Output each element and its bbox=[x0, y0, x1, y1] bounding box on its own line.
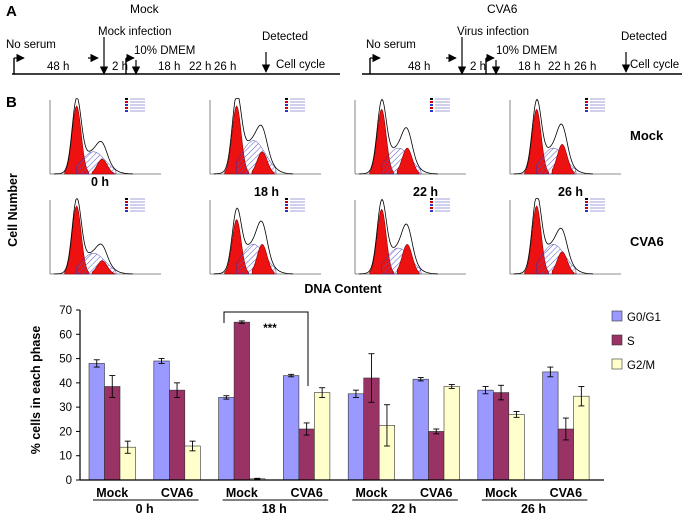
legend: G0/G1 S G2/M bbox=[611, 310, 661, 372]
y-tick-label: 50 bbox=[59, 354, 72, 366]
x-hour-label: 22 h bbox=[391, 502, 416, 516]
cva6-time-18h: 18 h bbox=[518, 61, 540, 73]
y-tick-label: 60 bbox=[59, 329, 72, 341]
bar-chart: % cells in each phase 0 10 20 30 40 50 60 70 Mo… bbox=[29, 305, 661, 516]
legend-swatch bbox=[611, 334, 623, 346]
bar-g2-m bbox=[573, 395, 590, 481]
cva6-no-serum: No serum bbox=[366, 39, 416, 51]
x-hour-label: 26 h bbox=[521, 502, 546, 516]
mock-time-26h: 26 h bbox=[214, 61, 236, 73]
cva6-title: CVA6 bbox=[487, 2, 518, 16]
cva6-time-26h: 26 h bbox=[574, 61, 596, 73]
bar-g0-g1 bbox=[347, 393, 365, 481]
mock-timeline: Mock No serum Mock infection 48 h 10% DM… bbox=[6, 2, 340, 75]
y-tick-label: 70 bbox=[59, 305, 72, 317]
bar-s bbox=[492, 392, 510, 481]
mock-dmem-label: 10% DMEM bbox=[134, 45, 195, 57]
mock-title: Mock bbox=[130, 2, 160, 16]
bar-s bbox=[428, 431, 445, 481]
bar-g0-g1 bbox=[218, 397, 235, 481]
cva6-time-22h: 22 h bbox=[548, 61, 570, 73]
mock-infection-label: Mock infection bbox=[98, 26, 172, 38]
bar-s bbox=[298, 428, 315, 481]
x-group-label: CVA6 bbox=[420, 486, 452, 500]
x-hour-label: 0 h bbox=[136, 502, 154, 516]
bar-g2-m bbox=[314, 392, 331, 481]
histogram-panel bbox=[509, 198, 621, 275]
mock-time-2h: 2 h bbox=[112, 61, 128, 73]
y-tick-label: 0 bbox=[66, 475, 72, 487]
legend-label: S bbox=[627, 336, 635, 348]
bar-g0-g1 bbox=[153, 360, 170, 481]
mock-detected-label: Detected bbox=[262, 31, 308, 43]
dna-content-label: DNA Content bbox=[304, 282, 382, 296]
mock-time-22h: 22 h bbox=[189, 61, 211, 73]
mock-time-18h: 18 h bbox=[158, 61, 180, 73]
bar-series bbox=[88, 320, 590, 481]
bar-y-axis-label: % cells in each phase bbox=[29, 326, 43, 455]
flow-histograms bbox=[49, 98, 621, 275]
legend-swatch bbox=[611, 358, 623, 370]
histogram-panel bbox=[354, 98, 466, 175]
histogram-panel bbox=[49, 98, 161, 175]
bar-s bbox=[233, 321, 250, 481]
panel-a-label: A bbox=[6, 3, 17, 20]
significance-bracket bbox=[223, 311, 309, 386]
significance-marker: *** bbox=[263, 323, 277, 335]
mock-cell-cycle-label: Cell cycle bbox=[276, 59, 325, 71]
row-label-mock: Mock bbox=[630, 128, 664, 143]
histogram-panel bbox=[354, 198, 466, 275]
histogram-panel bbox=[49, 197, 161, 275]
panel-b-label: B bbox=[6, 94, 17, 111]
x-group-label: Mock bbox=[226, 486, 258, 500]
row-label-cva6: CVA6 bbox=[630, 234, 664, 249]
histogram-panel bbox=[209, 98, 321, 175]
hist-time-18h: 18 h bbox=[254, 185, 279, 199]
x-hour-label: 18 h bbox=[262, 502, 287, 516]
x-group-label: CVA6 bbox=[550, 486, 582, 500]
cva6-cell-cycle-label: Cell cycle bbox=[630, 59, 679, 71]
cell-number-label: Cell Number bbox=[6, 173, 20, 247]
bar-g0-g1 bbox=[283, 375, 300, 481]
cva6-dmem-label: 10% DMEM bbox=[496, 45, 557, 57]
x-group-label: Mock bbox=[355, 486, 387, 500]
cva6-timeline: CVA6 No serum Virus infection 48 h 10% D… bbox=[362, 2, 682, 75]
bar-s bbox=[169, 389, 186, 481]
bar-g0-g1 bbox=[477, 389, 494, 481]
bar-g0-g1 bbox=[542, 371, 559, 481]
x-group-label: CVA6 bbox=[161, 486, 193, 500]
bar-g0-g1 bbox=[88, 363, 105, 481]
y-axis-ticks: 0 10 20 30 40 50 60 70 bbox=[59, 305, 80, 487]
x-group-label: Mock bbox=[96, 486, 128, 500]
hist-time-22h: 22 h bbox=[413, 185, 438, 199]
bar-g2-m bbox=[508, 414, 525, 481]
cva6-infection-label: Virus infection bbox=[457, 26, 529, 38]
y-tick-label: 10 bbox=[59, 451, 72, 463]
histogram-panel bbox=[209, 198, 321, 275]
cva6-time-2h: 2 h bbox=[470, 61, 486, 73]
hist-time-0h: 0 h bbox=[91, 175, 109, 189]
bar-g2-m bbox=[443, 386, 460, 481]
legend-swatch bbox=[611, 310, 623, 322]
y-tick-label: 20 bbox=[59, 426, 72, 438]
x-axis-labels: Mock CVA6 Mock CVA6 Mock CVA6 Mock CVA6 0 h 18 h 2… bbox=[93, 486, 588, 516]
x-group-label: Mock bbox=[485, 486, 517, 500]
cva6-time-48h: 48 h bbox=[408, 61, 430, 73]
histogram-panel bbox=[509, 98, 621, 175]
y-tick-label: 40 bbox=[59, 378, 72, 390]
bar-g0-g1 bbox=[412, 378, 429, 481]
mock-no-serum: No serum bbox=[6, 39, 56, 51]
hist-time-26h: 26 h bbox=[558, 185, 583, 199]
legend-label: G2/M bbox=[627, 360, 655, 372]
y-tick-label: 30 bbox=[59, 402, 72, 414]
mock-time-48h: 48 h bbox=[47, 61, 69, 73]
x-group-label: CVA6 bbox=[290, 486, 322, 500]
cva6-detected-label: Detected bbox=[621, 31, 667, 43]
legend-label: G0/G1 bbox=[627, 312, 661, 324]
bar-s bbox=[104, 386, 121, 481]
